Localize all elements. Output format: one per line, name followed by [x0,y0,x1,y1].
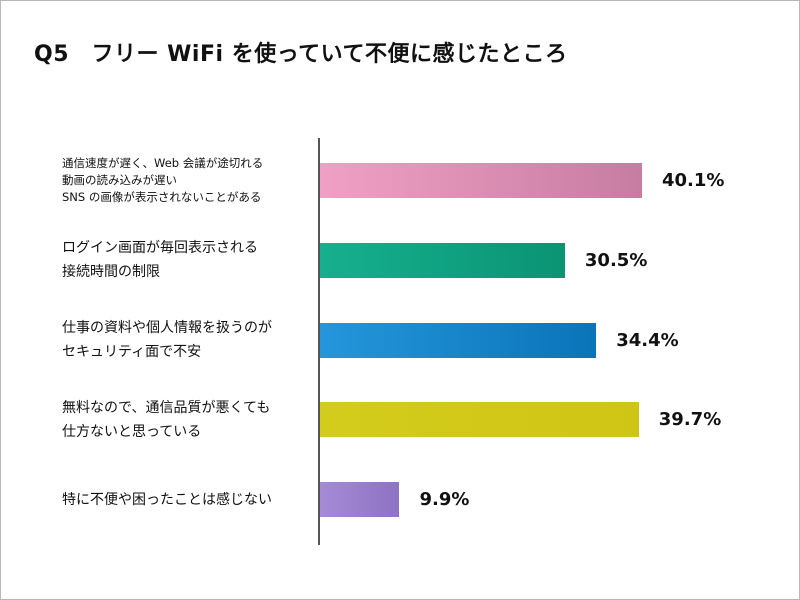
category-label-line: セキュリティ面で不安 [62,344,202,361]
category-label: ログイン画面が毎回表示される 接続時間の制限 [62,236,312,284]
bar [320,163,642,198]
data-label: 34.4% [616,329,679,351]
data-label: 39.7% [658,409,722,431]
category-label: 仕事の資料や個人情報を扱うのが セキュリティ面で不安 [62,316,312,364]
category-label-line: 無料なので、通信品質が悪くても [62,399,271,416]
category-label-line: 特に不便や困ったことは感じない [62,491,272,508]
category-label-line: SNS の画像が表示されないことがある [62,190,262,204]
data-label: 9.9% [419,489,470,511]
data-label: 30.5% [584,249,648,271]
category-axis-line [318,138,320,545]
bar [320,402,639,438]
bar [320,322,597,358]
category-label-line: 動画の読み込みが遅い [62,173,177,187]
category-label-line: 通信速度が遅く、Web 会議が途切れる [62,156,264,170]
category-label: 無料なので、通信品質が悪くても 仕方ないと思っている [62,396,312,444]
bar [320,242,565,278]
data-label: 40.1% [662,170,725,191]
category-label-line: 接続時間の制限 [62,264,160,281]
category-label-line: 仕事の資料や個人情報を扱うのが [62,320,272,337]
category-label-line: ログイン画面が毎回表示される [62,240,258,257]
chart-title: Q5 フリー WiFi を使っていて不便に感じたところ [34,42,568,67]
category-label: 通信速度が遅く、Web 会議が途切れる 動画の読み込みが遅い SNS の画像が表示さ… [62,155,312,206]
bar [320,482,400,518]
category-label: 特に不便や困ったことは感じない [62,488,312,512]
category-label-line: 仕方ないと思っている [62,423,202,440]
